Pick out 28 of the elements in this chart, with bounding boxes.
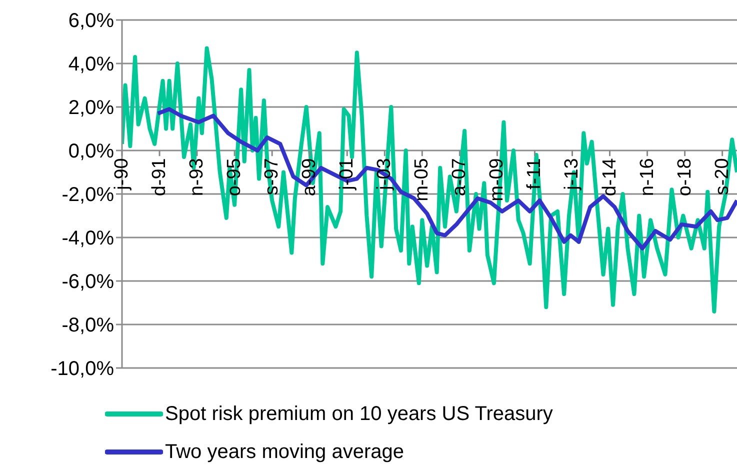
y-tick-label: -10,0% xyxy=(50,358,114,380)
x-tick-label: n-16 xyxy=(636,158,658,196)
x-tick-label: j-01 xyxy=(336,158,358,191)
y-tick-label: -2,0% xyxy=(62,184,114,206)
x-tick-label: s-20 xyxy=(712,158,733,196)
x-tick-label: j-90 xyxy=(112,158,132,191)
y-tick-label: -8,0% xyxy=(62,314,114,337)
y-tick-label: -6,0% xyxy=(62,271,114,294)
y-tick-label: 6,0% xyxy=(68,10,114,32)
x-tick-label: o-18 xyxy=(674,158,696,196)
legend-label: Spot risk premium on 10 years US Treasury xyxy=(165,402,553,426)
y-tick-label: 2,0% xyxy=(68,97,114,120)
x-tick-label: a-99 xyxy=(299,158,320,196)
x-tick-label: o-95 xyxy=(224,158,246,196)
y-tick-label: -4,0% xyxy=(62,228,114,250)
x-tick-label: m-09 xyxy=(486,158,508,202)
x-tick-label: d-14 xyxy=(599,158,620,196)
x-tick-label: f-11 xyxy=(524,158,546,190)
x-tick-label: m-05 xyxy=(412,158,433,202)
x-tick-label: j-03 xyxy=(374,158,396,191)
x-tick-label: d-91 xyxy=(149,158,170,196)
y-tick-label: 4,0% xyxy=(68,54,114,76)
x-tick-label: n-93 xyxy=(186,158,208,196)
x-tick-label: s-97 xyxy=(262,158,283,196)
x-tick-label: j-13 xyxy=(562,158,583,191)
legend-label: Two years moving average xyxy=(165,440,404,464)
x-tick-label: a-07 xyxy=(449,158,470,196)
y-tick-label: 0,0% xyxy=(68,140,114,163)
